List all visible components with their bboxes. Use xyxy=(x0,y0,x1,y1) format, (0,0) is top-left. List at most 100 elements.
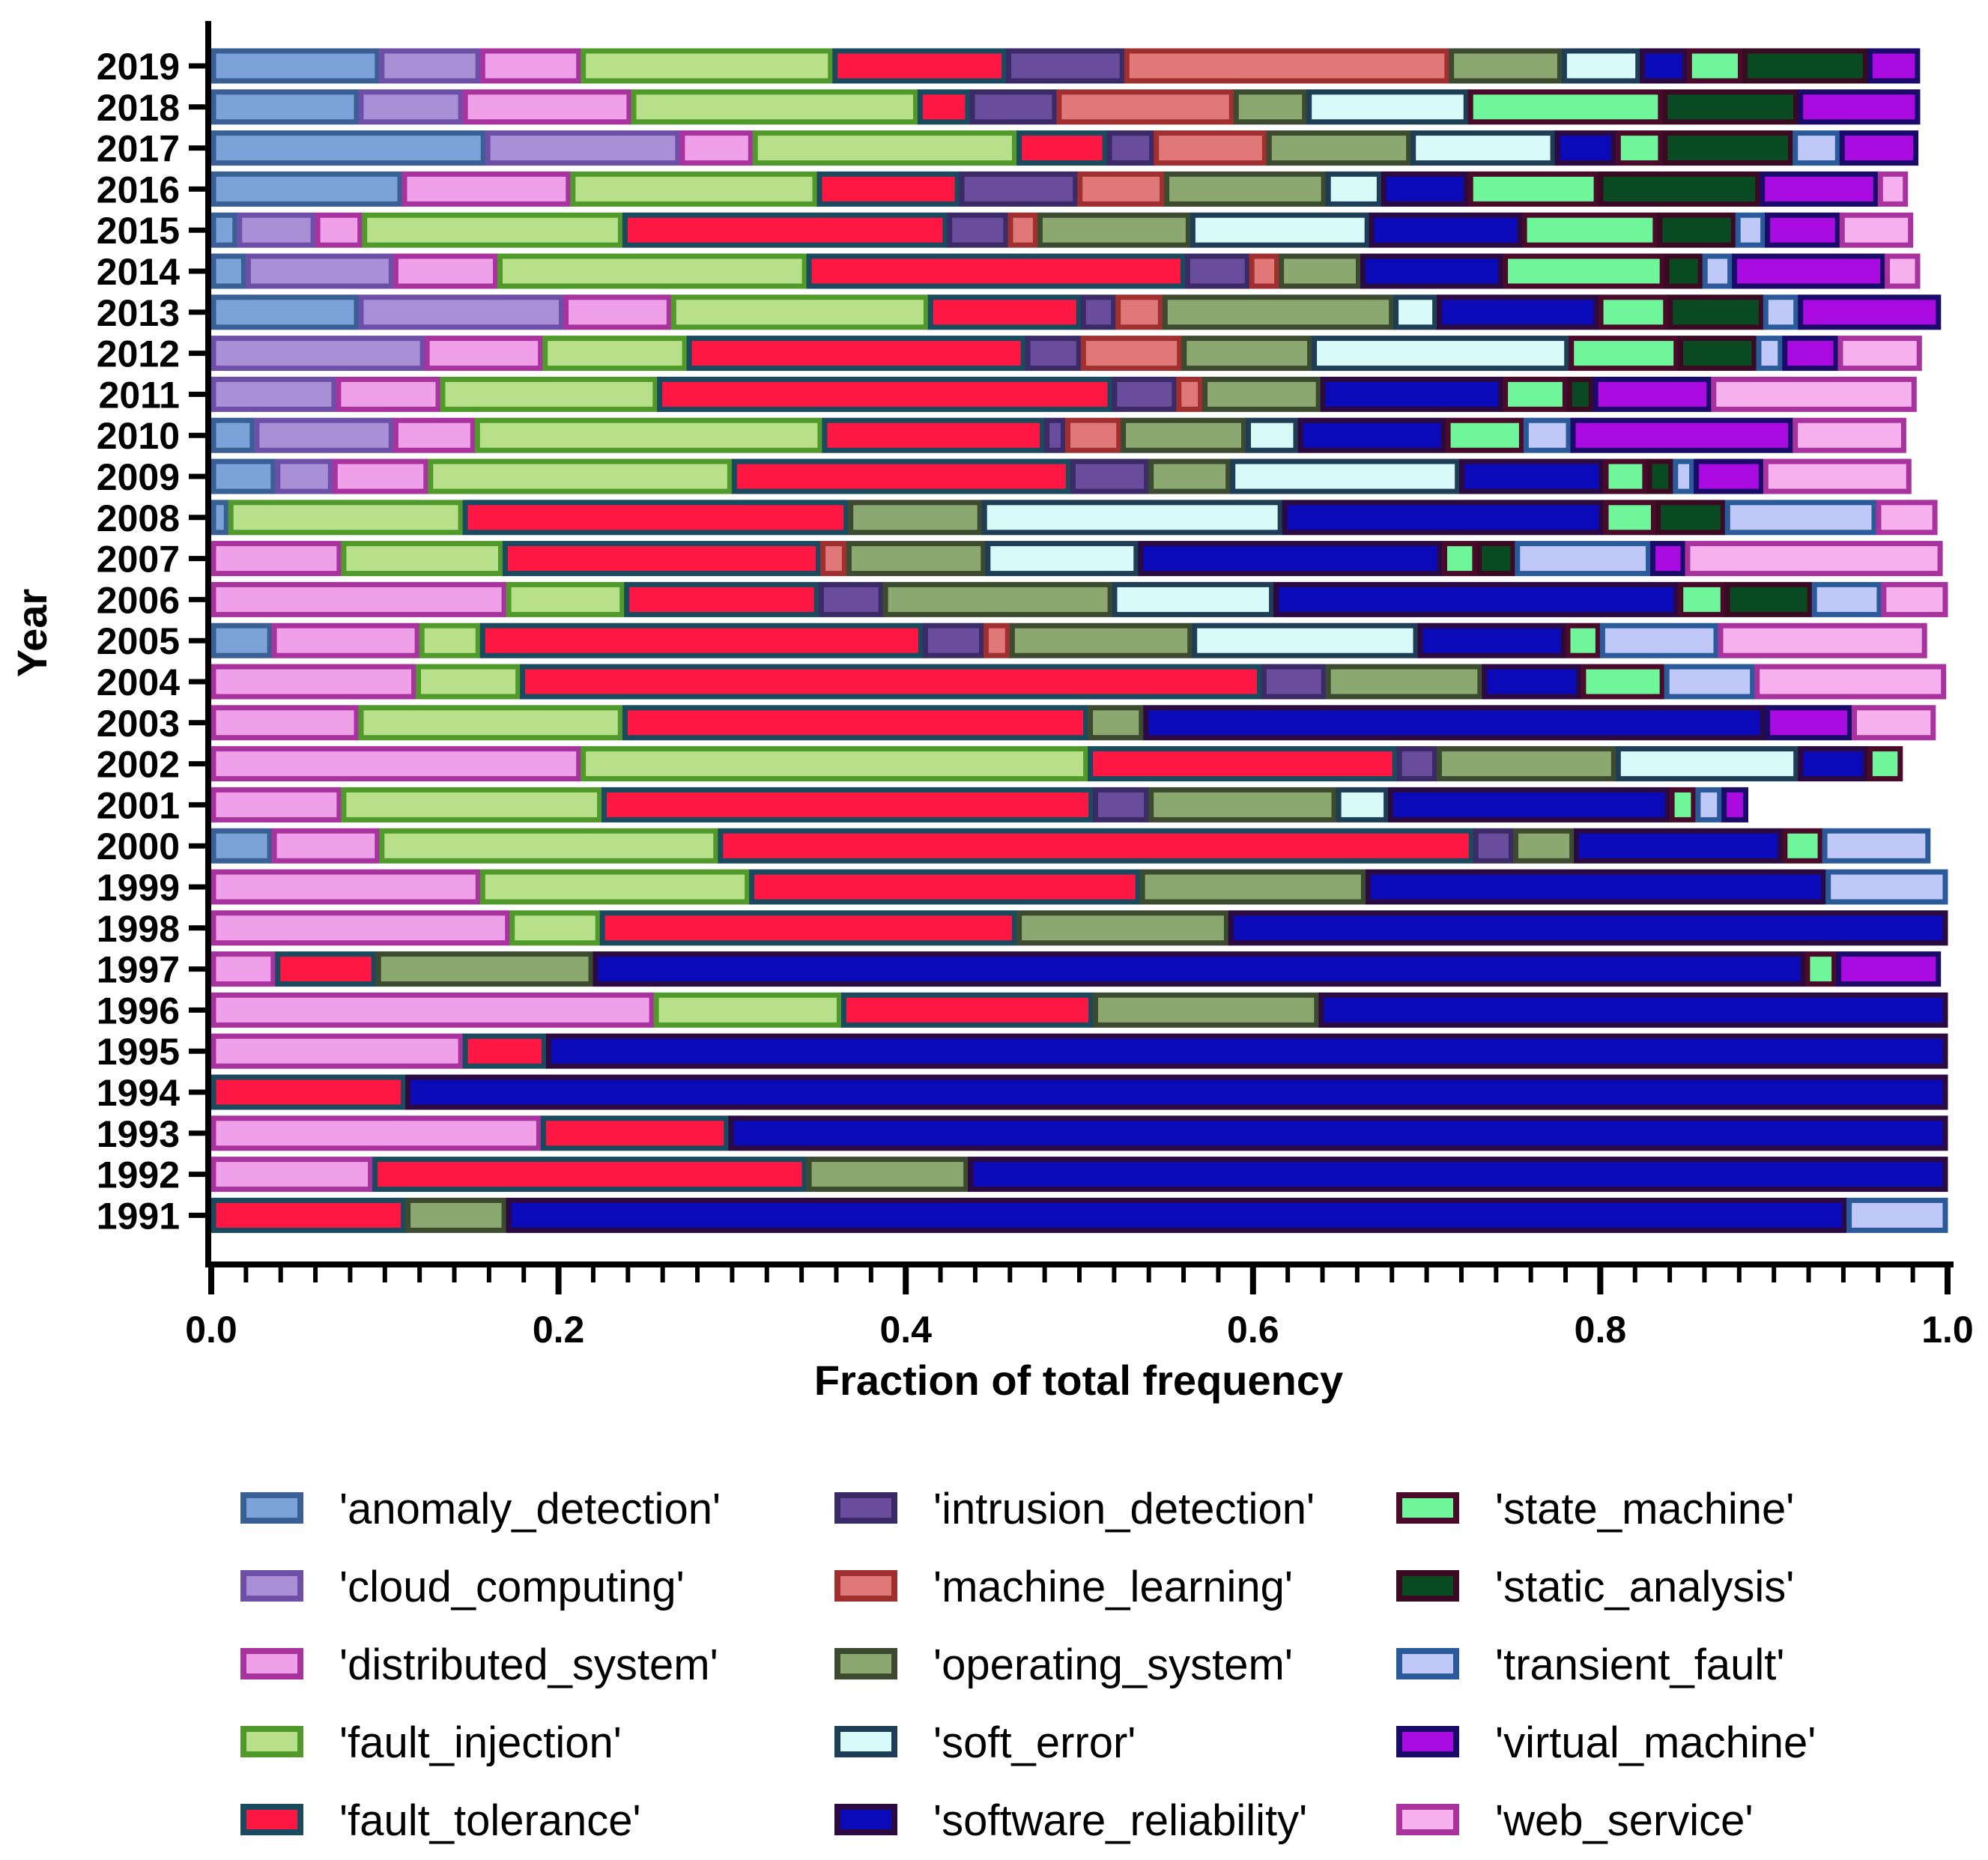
bar-2009-cloud-computing xyxy=(275,458,333,494)
bar-2015-transient-fault xyxy=(1735,212,1766,248)
bar-1991-fault-tolerance xyxy=(210,1197,407,1233)
bar-2000-software-reliability xyxy=(1574,828,1784,864)
bar-2004-transient-fault xyxy=(1664,664,1756,700)
bar-2012-transient-fault xyxy=(1756,336,1784,372)
bar-2007-state-machine xyxy=(1442,541,1478,577)
bar-2009-distributed-system xyxy=(332,458,429,494)
legend-label: 'fault_tolerance' xyxy=(339,1796,641,1845)
y-tick-label: 1995 xyxy=(97,1031,180,1073)
bar-2018-machine-learning xyxy=(1056,89,1234,125)
bar-2015-state-machine xyxy=(1521,212,1658,248)
bar-2007-operating-system xyxy=(846,541,987,577)
bar-2009-intrusion-detection xyxy=(1070,458,1150,494)
bar-2014-state-machine xyxy=(1503,253,1665,289)
bar-2016-anomaly-detection xyxy=(210,171,403,207)
bar-1992-fault-tolerance xyxy=(372,1157,807,1193)
legend-swatch-machine-learning xyxy=(834,1570,897,1602)
bar-2011-intrusion-detection xyxy=(1112,376,1178,412)
bar-1997-state-machine xyxy=(1804,951,1837,987)
bar-1996-fault-tolerance xyxy=(840,992,1094,1028)
bar-1994-software-reliability xyxy=(405,1074,1948,1110)
bar-2014-software-reliability xyxy=(1360,253,1504,289)
bar-2005-distributed-system xyxy=(271,622,420,658)
bar-2019-fault-tolerance xyxy=(832,48,1007,84)
bar-2008-anomaly-detection xyxy=(210,500,229,536)
bar-2019-operating-system xyxy=(1449,48,1563,84)
bar-2004-software-reliability xyxy=(1482,664,1582,700)
bar-1999-transient-fault xyxy=(1825,869,1948,905)
x-tick-label: 0.2 xyxy=(533,1309,585,1351)
bar-2019-state-machine xyxy=(1686,48,1744,84)
bar-2018-anomaly-detection xyxy=(210,89,360,125)
bar-1995-fault-tolerance xyxy=(462,1033,547,1069)
bar-2018-cloud-computing xyxy=(358,89,464,125)
bar-1996-distributed-system xyxy=(210,992,655,1028)
bar-2013-soft-error xyxy=(1393,294,1438,330)
bar-2011-fault-injection xyxy=(440,376,658,412)
bar-2003-virtual-machine xyxy=(1765,705,1853,741)
legend-swatch-anomaly-detection xyxy=(240,1492,303,1524)
bar-1997-virtual-machine xyxy=(1836,951,1942,987)
bar-2010-fault-injection xyxy=(474,417,823,453)
bar-2011-cloud-computing xyxy=(210,376,337,412)
bar-2000-distributed-system xyxy=(271,828,381,864)
bar-2014-anomaly-detection xyxy=(210,253,246,289)
bar-1992-distributed-system xyxy=(210,1157,374,1193)
bar-2011-fault-tolerance xyxy=(657,376,1113,412)
bar-2008-soft-error xyxy=(981,500,1283,536)
bar-2017-anomaly-detection xyxy=(210,130,486,166)
bar-2011-state-machine xyxy=(1503,376,1568,412)
bar-2012-fault-tolerance xyxy=(686,336,1026,372)
bar-2010-intrusion-detection xyxy=(1044,417,1066,453)
bar-2007-soft-error xyxy=(985,541,1139,577)
legend-swatch-operating-system xyxy=(834,1648,897,1679)
bar-2003-fault-tolerance xyxy=(622,705,1089,741)
y-tick-label: 2005 xyxy=(97,620,180,662)
bar-2007-software-reliability xyxy=(1138,541,1443,577)
y-tick-label: 2002 xyxy=(97,744,180,786)
bar-2012-web-service xyxy=(1837,336,1922,372)
bar-2018-intrusion-detection xyxy=(969,89,1058,125)
bar-2018-distributed-system xyxy=(462,89,632,125)
bar-1999-fault-tolerance xyxy=(749,869,1141,905)
bar-2000-fault-injection xyxy=(379,828,719,864)
x-tick-label: 0.8 xyxy=(1575,1309,1627,1351)
legend-swatch-state-machine xyxy=(1396,1492,1459,1524)
y-tick-label: 1997 xyxy=(97,949,180,991)
bar-2013-anomaly-detection xyxy=(210,294,360,330)
legend-label: 'anomaly_detection' xyxy=(339,1485,721,1533)
y-tick-label: 1993 xyxy=(97,1113,180,1155)
bar-2002-software-reliability xyxy=(1798,746,1868,782)
bar-2007-distributed-system xyxy=(210,541,342,577)
bar-2019-software-reliability xyxy=(1640,48,1688,84)
bar-2011-software-reliability xyxy=(1320,376,1504,412)
legend-label: 'operating_system' xyxy=(933,1641,1293,1689)
bar-1992-software-reliability xyxy=(968,1157,1948,1193)
bar-1998-distributed-system xyxy=(210,910,511,946)
legend-label: 'static_analysis' xyxy=(1495,1563,1794,1611)
bar-2001-intrusion-detection xyxy=(1093,787,1150,823)
bar-2018-operating-system xyxy=(1233,89,1308,125)
bar-2008-web-service xyxy=(1876,500,1938,536)
bar-2013-static-analysis xyxy=(1667,294,1764,330)
bar-2000-fault-tolerance xyxy=(718,828,1474,864)
bar-2002-distributed-system xyxy=(210,746,582,782)
bar-2014-intrusion-detection xyxy=(1184,253,1250,289)
bar-2008-static-analysis xyxy=(1655,500,1726,536)
bar-2013-intrusion-detection xyxy=(1080,294,1117,330)
bar-2006-intrusion-detection xyxy=(818,581,884,617)
bar-1991-transient-fault xyxy=(1846,1197,1948,1233)
legend-swatch-software-reliability xyxy=(834,1804,897,1835)
bar-2008-fault-injection xyxy=(228,500,464,536)
bar-2016-fault-tolerance xyxy=(816,171,960,207)
bar-2002-fault-injection xyxy=(581,746,1089,782)
legend-swatch-soft-error xyxy=(834,1726,897,1757)
bar-2000-intrusion-detection xyxy=(1473,828,1514,864)
x-tick-label: 1.0 xyxy=(1921,1309,1974,1351)
bar-1999-operating-system xyxy=(1139,869,1366,905)
bar-2010-anomaly-detection xyxy=(210,417,255,453)
bar-2016-intrusion-detection xyxy=(959,171,1079,207)
legend-swatch-distributed-system xyxy=(240,1648,303,1679)
bar-2019-distributed-system xyxy=(479,48,582,84)
bar-1997-distributed-system xyxy=(210,951,276,987)
